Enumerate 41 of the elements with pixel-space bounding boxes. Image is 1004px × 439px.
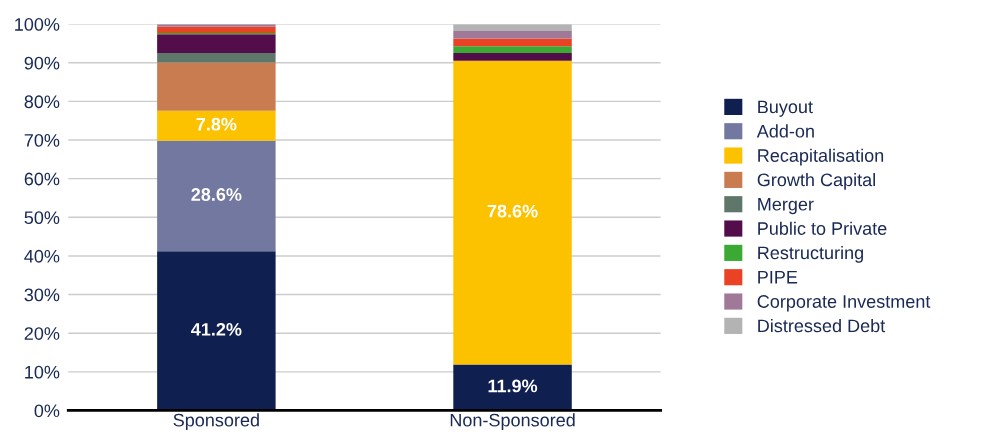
x-tick-label: Sponsored xyxy=(173,413,259,431)
data-label: 41.2% xyxy=(191,322,242,336)
data-label: 28.6% xyxy=(191,188,242,201)
y-tick-label: 90% xyxy=(24,56,60,70)
y-tick-label: 40% xyxy=(24,249,60,263)
y-tick-label: 10% xyxy=(25,365,60,379)
y-tick-label: 20% xyxy=(24,327,60,340)
legend-label: Growth Capital xyxy=(757,172,875,190)
y-tick-label: 70% xyxy=(24,133,60,147)
bar xyxy=(453,364,572,411)
legend-label: Corporate Investment xyxy=(757,295,931,312)
data-label: 11.9% xyxy=(488,379,538,393)
bar xyxy=(157,251,276,411)
y-tick-label: 30% xyxy=(24,288,60,302)
bar xyxy=(157,110,276,141)
legend-label: Distressed Debt xyxy=(758,318,886,333)
bar xyxy=(157,140,276,252)
legend-label: Recapitalisation xyxy=(758,148,884,166)
y-tick-label: 100% xyxy=(15,18,60,31)
bar xyxy=(157,53,276,63)
legend-label: Restructuring xyxy=(758,245,863,263)
bar xyxy=(157,34,276,54)
bar xyxy=(157,62,276,111)
y-tick-label: 80% xyxy=(24,95,60,109)
y-tick-label: 0% xyxy=(34,404,60,418)
x-tick-label: Non-Sponsored xyxy=(450,413,575,431)
bar xyxy=(157,26,276,34)
data-label: 7.8% xyxy=(196,117,237,131)
y-tick-label: 60% xyxy=(24,172,60,186)
legend-label: Public to Private xyxy=(758,221,887,235)
legend-label: PIPE xyxy=(758,270,798,284)
bar xyxy=(453,60,572,365)
data-label: 78.6% xyxy=(487,204,538,218)
legend-label: Buyout xyxy=(758,100,813,117)
y-tick-label: 50% xyxy=(24,211,60,225)
bar xyxy=(453,53,572,61)
bar xyxy=(453,46,572,54)
legend-label: Add-on xyxy=(756,124,814,138)
bar xyxy=(453,38,572,47)
legend-label: Merger xyxy=(758,197,814,215)
bar xyxy=(453,31,572,39)
